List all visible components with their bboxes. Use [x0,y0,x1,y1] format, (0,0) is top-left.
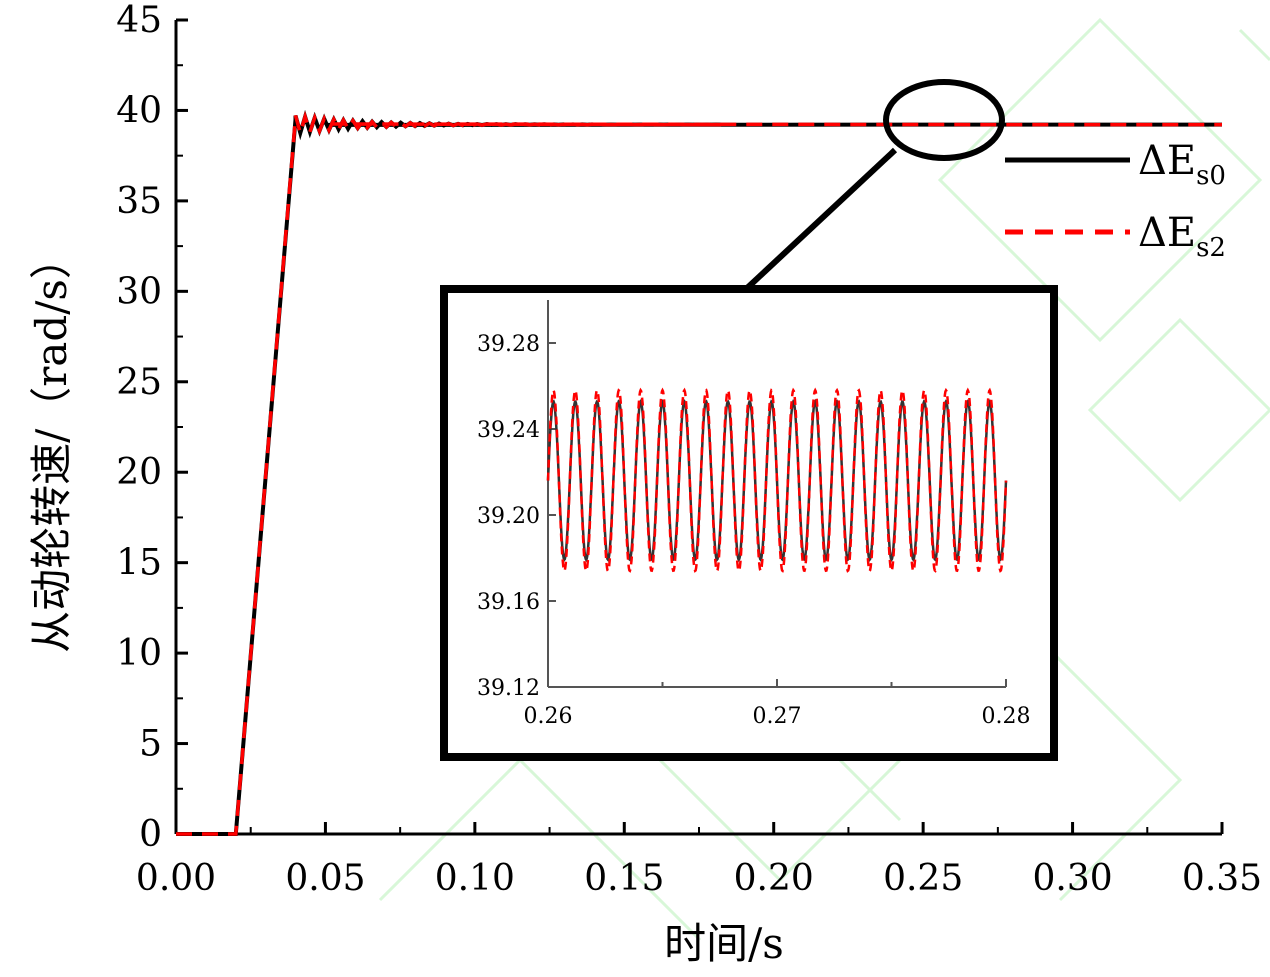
x-tick-label: 0.20 [734,858,814,899]
inset-y-tick-label: 39.24 [477,418,540,443]
x-tick-label: 0.25 [883,858,963,899]
inset: 39.12 39.16 39.20 39.24 39.28 0.26 0.27 0.28 [440,285,1058,761]
zoom-connector [742,147,898,293]
y-tick-label: 40 [116,90,162,131]
main-axes: 0 5 10 15 20 25 30 35 40 45 0.00 0.05 0.10 0.15 0.20 0.… [116,0,1262,899]
inset-x-tick-label: 0.27 [753,704,802,729]
inset-series [546,387,1008,574]
legend-label-s0: ΔEs0 [1138,138,1226,191]
y-tick-label: 35 [116,181,162,222]
inset-x-tick-label: 0.26 [524,704,573,729]
legend: ΔEs0 ΔEs2 [1005,138,1226,263]
zoom-indicator [742,79,1005,293]
x-tick-label: 0.30 [1032,858,1112,899]
legend-label-s2: ΔEs2 [1138,210,1226,263]
main-series [176,109,1222,836]
y-tick-label: 30 [116,271,162,312]
y-tick-label: 5 [139,724,162,765]
y-tick-label: 25 [116,362,162,403]
x-tick-label: 0.35 [1182,858,1262,899]
inset-y-tick-label: 39.16 [477,590,540,615]
series-line-s2 [176,110,1222,836]
x-tick-label: 0.05 [285,858,365,899]
x-tick-label: 0.10 [435,858,515,899]
y-tick-label: 15 [116,543,162,584]
x-axis-title: 时间/s [664,919,784,968]
zoom-ellipse [883,79,1005,161]
y-tick-label: 45 [116,0,162,41]
x-tick-label: 0.15 [584,858,664,899]
y-tick-label: 20 [116,452,162,493]
inset-series-line-s2 [546,387,1008,574]
inset-x-tick-label: 0.28 [982,704,1031,729]
inset-axes: 39.12 39.16 39.20 39.24 39.28 0.26 0.27 0.28 [477,300,1030,729]
y-axis-title: 从动轮转速/（rad/s） [27,237,76,653]
y-tick-label: 10 [116,633,162,674]
x-tick-label: 0.00 [136,858,216,899]
inset-y-tick-label: 39.28 [477,332,540,357]
inset-y-tick-label: 39.20 [477,504,540,529]
inset-y-tick-label: 39.12 [477,676,540,701]
y-tick-label: 0 [139,814,162,855]
